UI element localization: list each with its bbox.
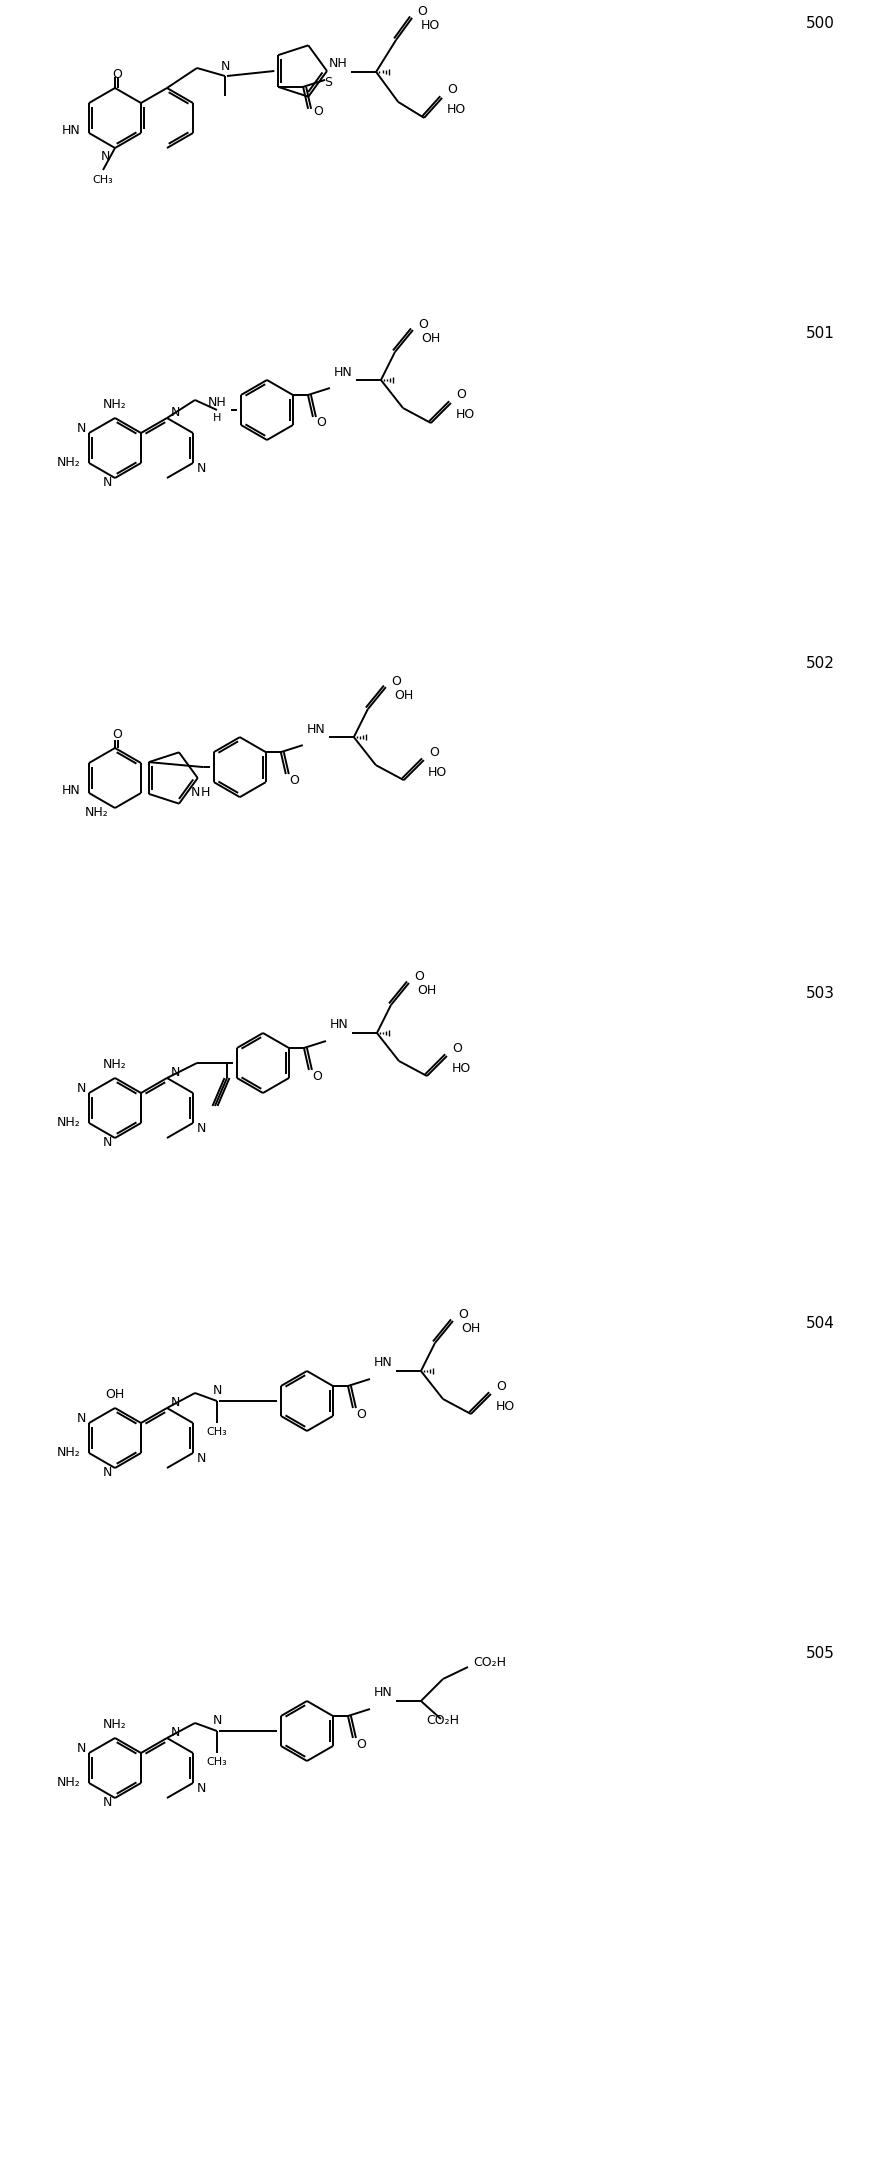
- Text: HO: HO: [428, 765, 447, 778]
- Text: O: O: [456, 388, 466, 401]
- Text: NH₂: NH₂: [103, 1058, 127, 1071]
- Text: N: N: [170, 408, 180, 418]
- Text: O: O: [112, 67, 122, 80]
- Text: N: N: [197, 462, 206, 475]
- Text: HN: HN: [62, 785, 80, 798]
- Text: HN: HN: [333, 366, 352, 379]
- Text: NH₂: NH₂: [57, 457, 80, 470]
- Text: HN: HN: [330, 1019, 349, 1032]
- Text: O: O: [316, 416, 326, 429]
- Text: N: N: [102, 1136, 112, 1149]
- Text: O: O: [447, 82, 457, 95]
- Text: N: N: [170, 1726, 180, 1739]
- Text: H: H: [201, 785, 210, 798]
- Text: O: O: [312, 1069, 322, 1082]
- Text: CO₂H: CO₂H: [474, 1656, 506, 1669]
- Text: N: N: [197, 1121, 206, 1134]
- Text: N: N: [170, 1396, 180, 1409]
- Text: N: N: [191, 785, 200, 798]
- Text: N: N: [197, 1782, 206, 1795]
- Text: N: N: [76, 421, 86, 434]
- Text: N: N: [76, 1411, 86, 1424]
- Text: HO: HO: [495, 1401, 515, 1414]
- Text: HN: HN: [62, 124, 80, 137]
- Text: N: N: [102, 477, 112, 490]
- Text: NH₂: NH₂: [85, 806, 109, 820]
- Text: N: N: [100, 150, 110, 163]
- Text: O: O: [112, 728, 122, 741]
- Text: OH: OH: [394, 689, 413, 702]
- Text: O: O: [417, 4, 427, 17]
- Text: S: S: [324, 76, 332, 89]
- Text: N: N: [212, 1385, 222, 1398]
- Text: O: O: [414, 971, 424, 984]
- Text: N: N: [197, 1453, 206, 1466]
- Text: N: N: [76, 1741, 86, 1754]
- Text: O: O: [418, 317, 428, 330]
- Text: HN: HN: [374, 1687, 392, 1700]
- Text: NH: NH: [207, 395, 226, 408]
- Text: O: O: [458, 1309, 468, 1322]
- Text: HO: HO: [451, 1062, 470, 1075]
- Text: OH: OH: [421, 332, 441, 345]
- Text: 500: 500: [805, 15, 834, 30]
- Text: HO: HO: [455, 408, 475, 421]
- Text: 505: 505: [805, 1646, 834, 1661]
- Text: NH₂: NH₂: [57, 1446, 80, 1459]
- Text: NH₂: NH₂: [57, 1776, 80, 1789]
- Text: O: O: [313, 106, 323, 119]
- Text: N: N: [102, 1797, 112, 1810]
- Text: OH: OH: [417, 984, 436, 997]
- Text: O: O: [429, 746, 439, 759]
- Text: O: O: [356, 1737, 366, 1750]
- Text: CH₃: CH₃: [207, 1756, 227, 1767]
- Text: N: N: [170, 1067, 180, 1080]
- Text: HO: HO: [420, 20, 440, 33]
- Text: N: N: [76, 1082, 86, 1095]
- Text: 502: 502: [805, 655, 834, 670]
- Text: N: N: [212, 1715, 222, 1728]
- Text: OH: OH: [461, 1322, 481, 1335]
- Text: NH: NH: [329, 56, 348, 69]
- Text: 504: 504: [805, 1316, 834, 1331]
- Text: O: O: [289, 774, 299, 787]
- Text: OH: OH: [105, 1388, 124, 1401]
- Text: H: H: [213, 412, 221, 423]
- Text: N: N: [102, 1466, 112, 1479]
- Text: NH₂: NH₂: [57, 1117, 80, 1130]
- Text: HN: HN: [307, 722, 325, 735]
- Text: NH₂: NH₂: [103, 1717, 127, 1730]
- Text: CH₃: CH₃: [207, 1427, 227, 1437]
- Text: O: O: [496, 1379, 506, 1392]
- Text: NH₂: NH₂: [103, 397, 127, 410]
- Text: CH₃: CH₃: [93, 176, 114, 184]
- Text: HN: HN: [374, 1357, 392, 1370]
- Text: O: O: [391, 674, 401, 687]
- Text: 503: 503: [805, 986, 834, 999]
- Text: N: N: [220, 59, 230, 72]
- Text: O: O: [452, 1041, 462, 1054]
- Text: HO: HO: [446, 104, 466, 117]
- Text: CO₂H: CO₂H: [426, 1715, 460, 1728]
- Text: 501: 501: [805, 325, 834, 340]
- Text: O: O: [356, 1407, 366, 1420]
